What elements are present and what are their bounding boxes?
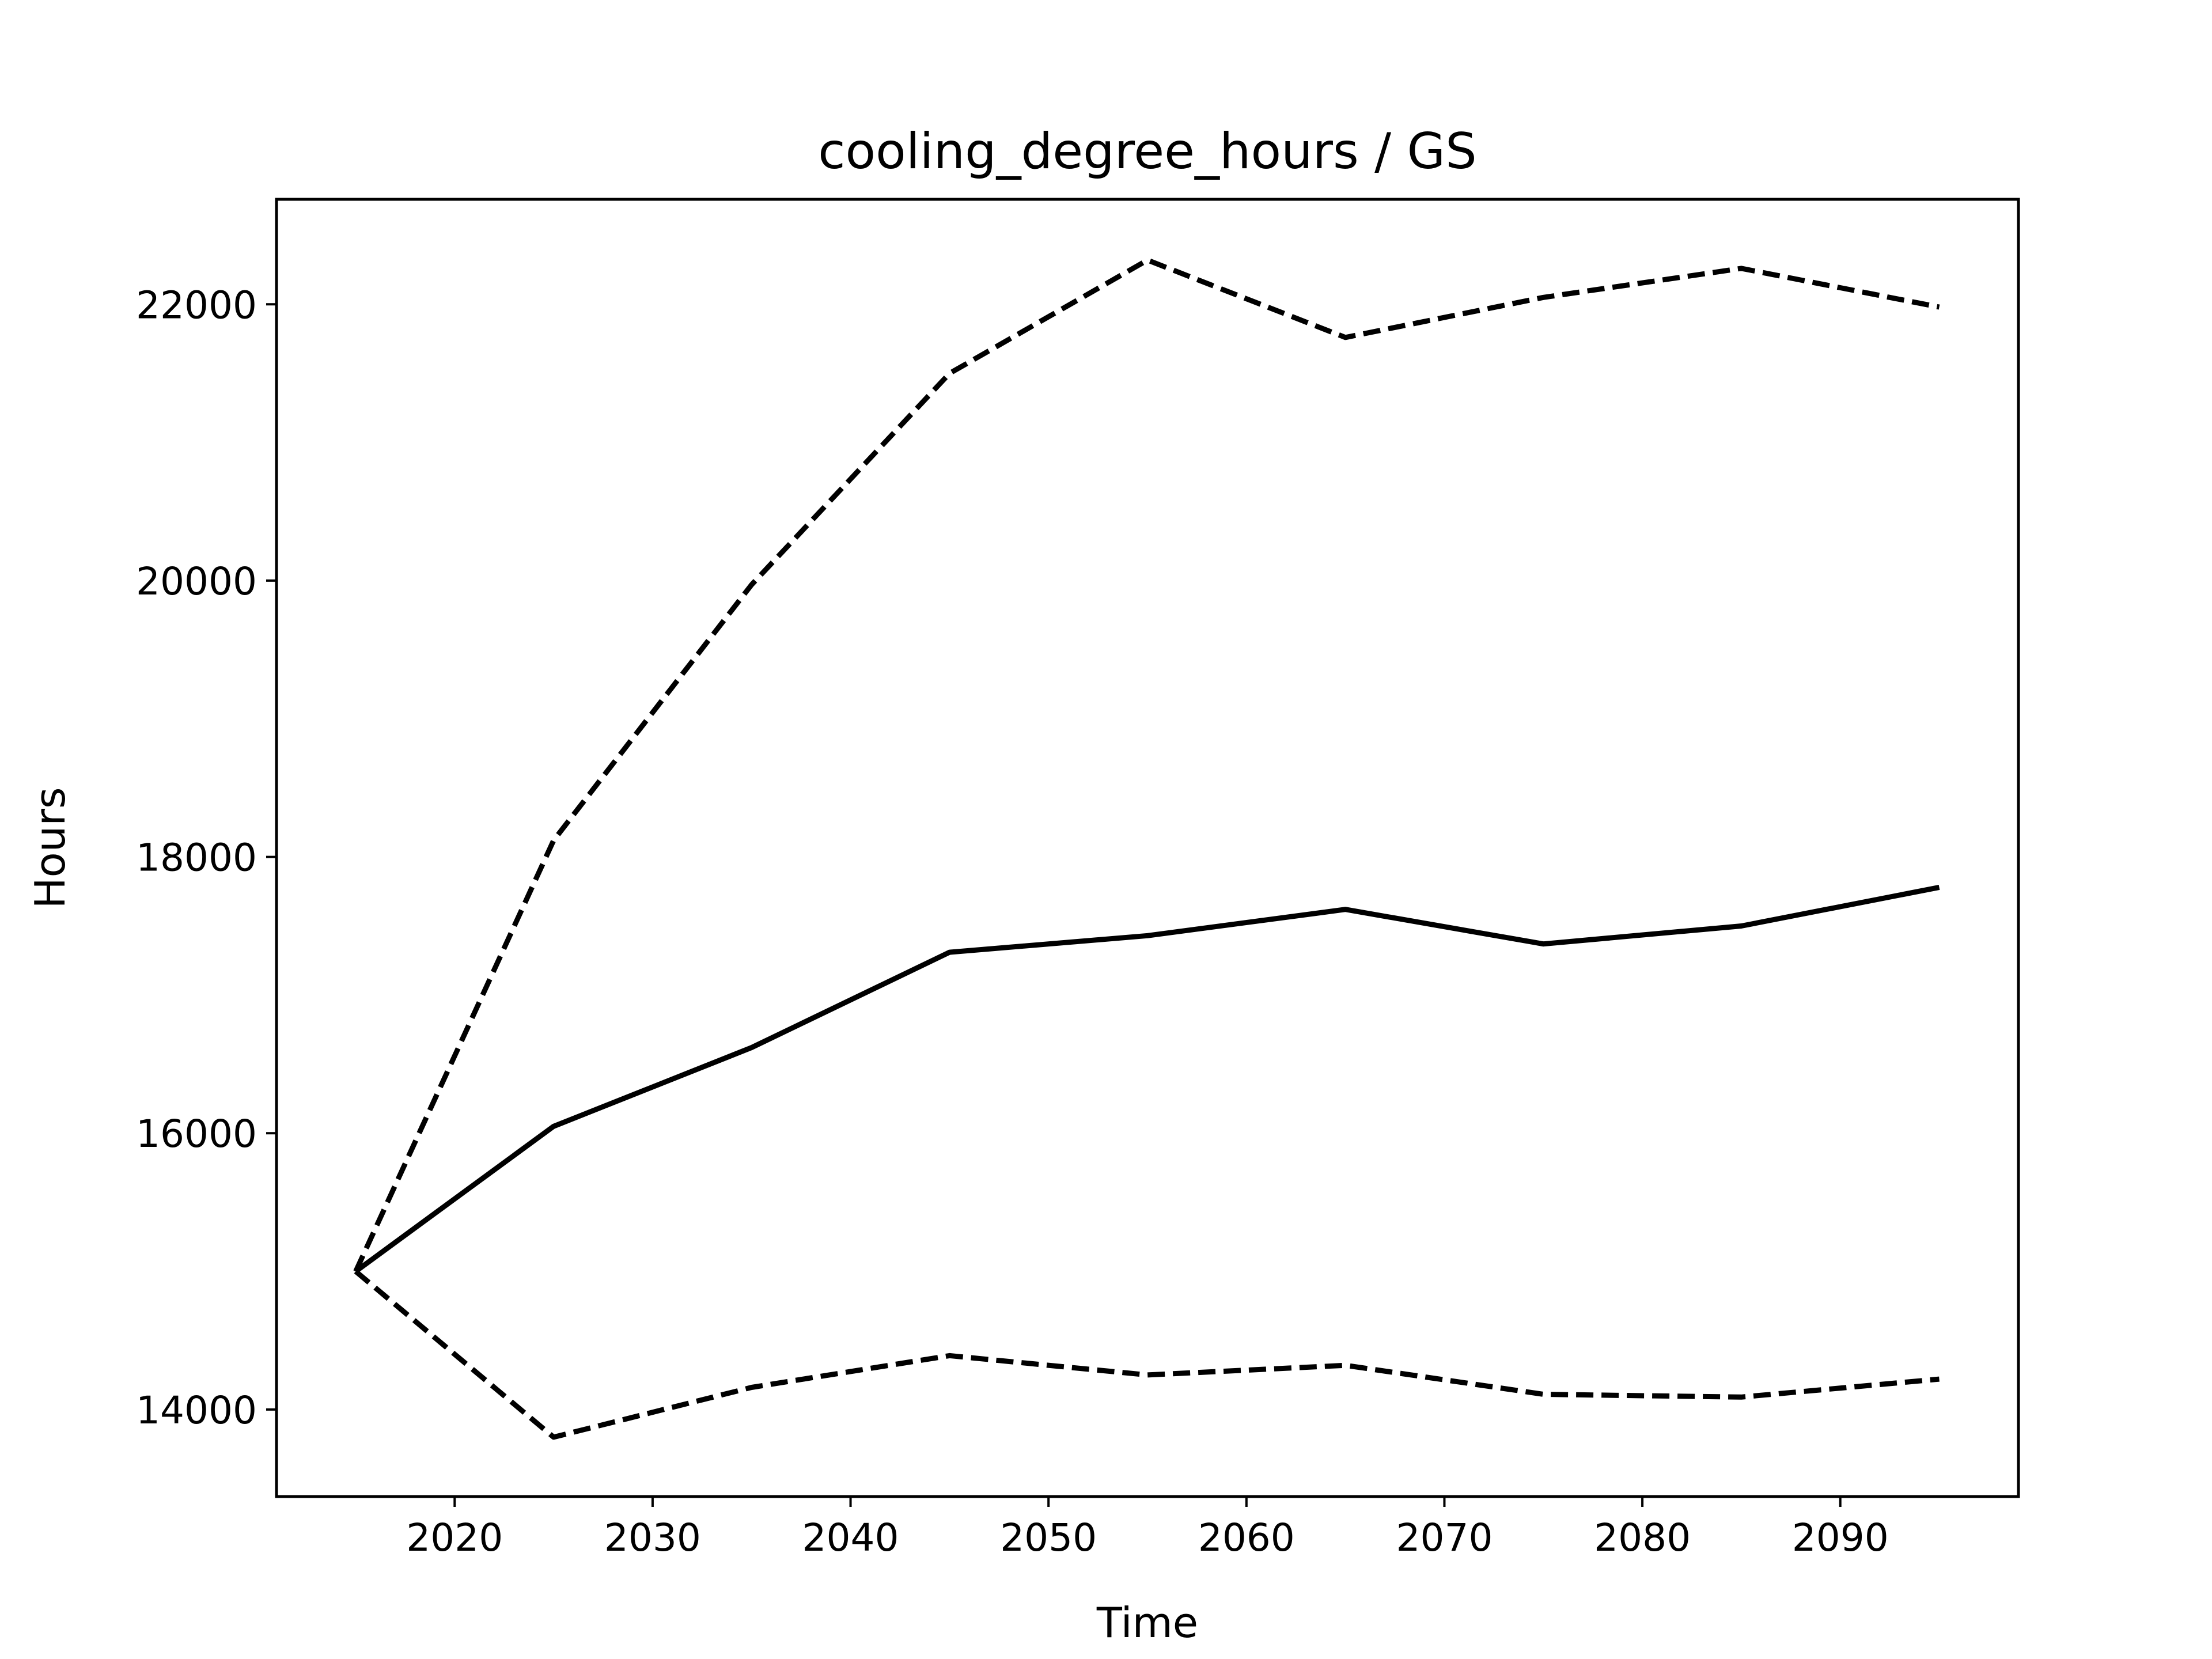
y-axis: 14000 16000 18000 20000 22000 [136,283,276,1433]
series-line-2 [353,257,1940,1272]
chart-title: cooling_degree_hours / GS [818,123,1476,180]
x-axis: 2020 2030 2040 2050 2060 2070 2080 2090 [406,1497,1889,1560]
y-axis-label: Hours [26,787,74,909]
x-tick-label: 2030 [604,1516,701,1560]
y-tick-label: 20000 [136,559,257,604]
y-tick-label: 16000 [136,1112,257,1156]
y-tick-label: 22000 [136,283,257,327]
y-tick-label: 14000 [136,1388,257,1433]
x-tick-label: 2050 [1000,1516,1097,1560]
series-line-1 [354,884,1940,1274]
x-tick-label: 2070 [1396,1516,1493,1560]
series-line-3 [354,1269,1940,1440]
x-axis-label: Time [1096,1599,1198,1647]
plot-frame [275,198,2020,1498]
x-tick-label: 2040 [802,1516,899,1560]
y-tick-label: 18000 [136,836,257,880]
x-tick-label: 2060 [1198,1516,1295,1560]
x-tick-label: 2090 [1792,1516,1889,1560]
x-tick-label: 2020 [406,1516,503,1560]
plot-area [353,257,1940,1440]
x-tick-label: 2080 [1594,1516,1691,1560]
